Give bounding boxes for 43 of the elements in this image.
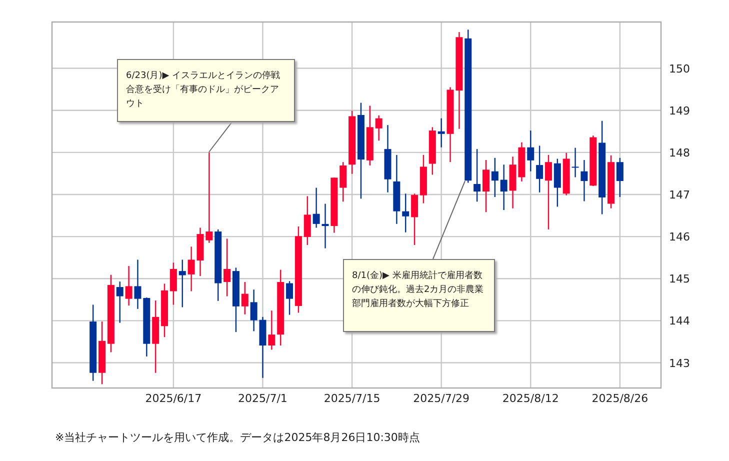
x-tick-label: 2025/7/1 (238, 392, 288, 405)
y-tick-label: 143 (669, 356, 690, 370)
candlestick (572, 147, 579, 178)
candlestick (340, 161, 347, 202)
candlestick (411, 193, 418, 246)
candlestick (536, 145, 544, 193)
candlestick (268, 310, 276, 350)
candlestick (170, 262, 177, 306)
y-tick-label: 146 (669, 230, 690, 244)
y-tick-label: 145 (669, 272, 690, 286)
candlestick (312, 187, 320, 228)
candlestick (544, 154, 552, 230)
x-tick-label: 2025/8/12 (502, 392, 559, 405)
candlestick (116, 280, 124, 324)
y-tick-label: 148 (669, 146, 690, 160)
candlestick (178, 259, 186, 308)
candlestick (322, 203, 329, 249)
candlestick (438, 118, 445, 148)
x-tick-label: 2025/6/17 (145, 392, 202, 405)
y-tick-label: 147 (669, 188, 690, 202)
candlestick (134, 259, 142, 310)
candlestick (286, 280, 294, 316)
candlestick (474, 148, 481, 202)
candlestick (482, 159, 490, 213)
x-tick-label: 2025/7/15 (324, 392, 380, 405)
candlestick (402, 193, 410, 233)
x-tick-label: 2025/7/29 (413, 392, 470, 405)
candlestick (616, 157, 624, 198)
candlestick (304, 196, 311, 246)
x-tick-label: 2025/8/26 (592, 392, 648, 405)
candlestick (580, 159, 588, 202)
candlestick (206, 152, 213, 244)
candlestick (500, 164, 508, 211)
candlestick (241, 281, 248, 315)
y-tick-label: 150 (669, 62, 690, 76)
candlestick (224, 238, 231, 297)
candlestick (375, 114, 382, 142)
candlestick (527, 130, 534, 172)
y-tick-label: 144 (669, 314, 690, 328)
y-tick-label: 149 (669, 104, 690, 118)
candlestick (125, 265, 132, 306)
text: ※当社チャートツールを用いて作成。データは2025年8月26日10:30時点 (55, 430, 420, 445)
candlestick (491, 157, 498, 198)
